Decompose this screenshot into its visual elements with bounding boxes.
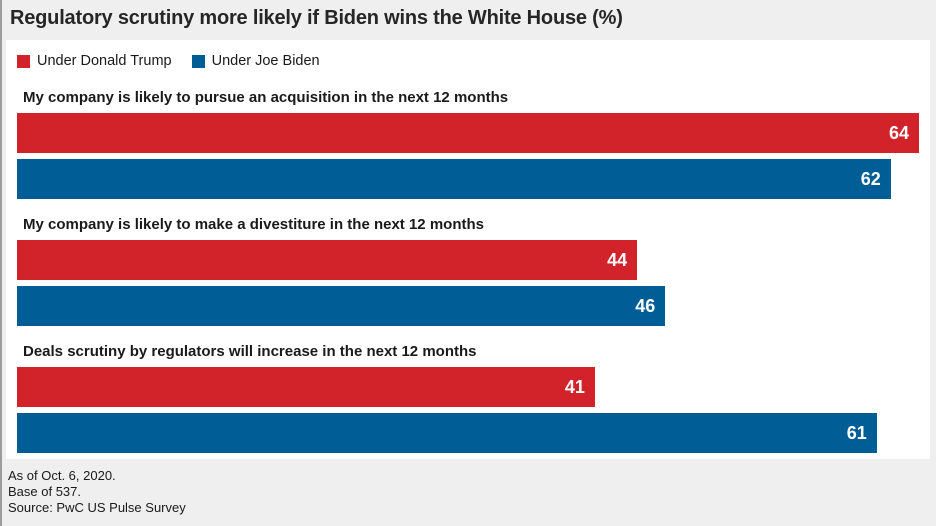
bar-track: 61 bbox=[17, 413, 919, 453]
bar-track: 44 bbox=[17, 240, 919, 280]
trump-legend-swatch-icon bbox=[17, 54, 30, 68]
trump-bar: 64 bbox=[17, 113, 919, 153]
bar-track: 41 bbox=[17, 367, 919, 407]
bar-track: 64 bbox=[17, 113, 919, 153]
footer-source: Source: PwC US Pulse Survey bbox=[8, 500, 186, 515]
legend-item-trump: Under Donald Trump bbox=[17, 53, 172, 69]
trump-bar: 41 bbox=[17, 367, 595, 407]
bar-value-label: 41 bbox=[564, 376, 585, 397]
bar-groups: My company is likely to pursue an acquis… bbox=[17, 89, 919, 453]
footer-as-of-date: As of Oct. 6, 2020. bbox=[8, 468, 116, 483]
legend-label-biden: Under Joe Biden bbox=[211, 53, 320, 69]
legend-item-biden: Under Joe Biden bbox=[191, 53, 320, 69]
legend-label-trump: Under Donald Trump bbox=[37, 53, 172, 69]
bar-track: 62 bbox=[17, 159, 919, 199]
bar-value-label: 62 bbox=[860, 168, 881, 189]
bar-value-label: 64 bbox=[888, 122, 909, 143]
title-strip: Regulatory scrutiny more likely if Biden… bbox=[0, 0, 936, 40]
chart-title: Regulatory scrutiny more likely if Biden… bbox=[10, 7, 623, 29]
biden-bar: 46 bbox=[17, 286, 666, 326]
bar-value-label: 61 bbox=[846, 422, 867, 443]
footer-base-size: Base of 537. bbox=[8, 484, 81, 499]
category-label: Deals scrutiny by regulators will increa… bbox=[23, 343, 477, 360]
biden-bar: 61 bbox=[17, 413, 877, 453]
bar-value-label: 46 bbox=[635, 295, 656, 316]
trump-bar: 44 bbox=[17, 240, 638, 280]
footer: As of Oct. 6, 2020. Base of 537. Source:… bbox=[0, 459, 936, 516]
bar-value-label: 44 bbox=[607, 249, 628, 270]
bar-track: 46 bbox=[17, 286, 919, 326]
biden-legend-swatch-icon bbox=[191, 54, 205, 68]
category-label: My company is likely to make a divestitu… bbox=[23, 216, 484, 233]
legend: Under Donald Trump Under Joe Biden bbox=[17, 50, 919, 72]
screenshot-left-border bbox=[0, 0, 2, 526]
biden-bar: 62 bbox=[17, 159, 891, 199]
category-label: My company is likely to pursue an acquis… bbox=[23, 89, 509, 106]
chart-panel: Under Donald Trump Under Joe Biden My co… bbox=[6, 40, 930, 459]
